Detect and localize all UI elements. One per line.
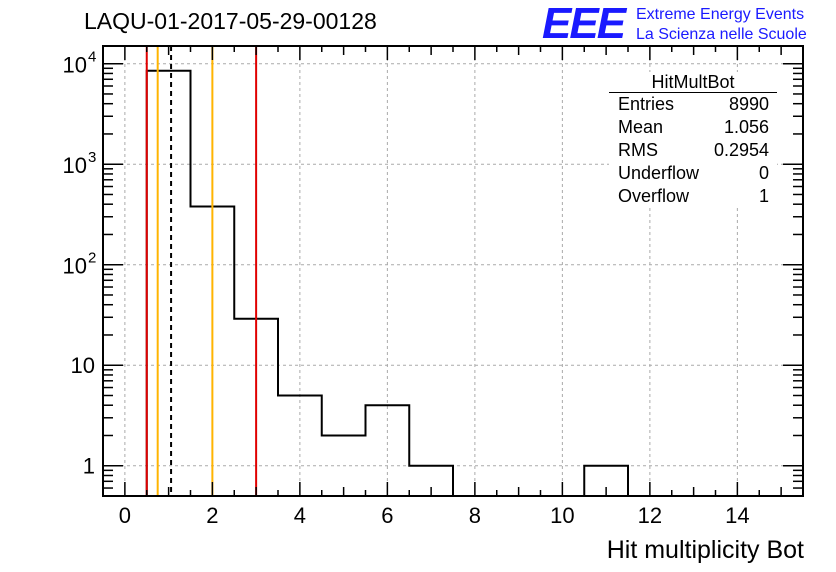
histogram-bin [147,71,191,496]
stats-row-mean: Mean 1.056 [609,116,777,139]
y-tick-label: 1 [83,454,95,479]
x-tick-label: 12 [638,503,662,528]
histogram-outline [145,69,629,496]
stats-label: Overflow [618,186,690,206]
logo-line-2: La Scienza nelle Scuole [636,26,807,43]
stats-label: Mean [618,117,664,137]
x-axis-label: Hit multiplicity Bot [606,536,804,564]
stats-row-entries: Entries 8990 [609,93,777,116]
stats-row-underflow: Underflow 0 [609,162,777,185]
stats-label: Underflow [618,163,700,183]
y-tick-exponent: 3 [88,149,96,166]
y-tick-exponent: 2 [88,250,96,267]
stats-value: 1.056 [723,117,769,137]
x-tick-label: 8 [469,503,481,528]
stats-value: 8990 [728,94,769,114]
x-tick-label: 6 [381,503,393,528]
y-tick-label: 10 [71,353,95,378]
histogram-bin [322,435,366,496]
y-tick-label: 10 [63,53,87,78]
stats-value: 1 [758,186,769,206]
stats-label: Entries [618,94,675,114]
x-tick-label: 4 [294,503,306,528]
x-tick-label: 2 [206,503,218,528]
x-tick-label: 0 [119,503,131,528]
y-tick-label: 10 [63,254,87,279]
histogram-bin [278,395,322,496]
y-tick-exponent: 4 [88,49,96,66]
stats-box: HitMultBot Entries 8990 Mean 1.056 RMS 0… [609,72,777,208]
x-tick-label: 14 [725,503,749,528]
stats-row-overflow: Overflow 1 [609,185,777,208]
stats-title: HitMultBot [609,72,777,93]
stats-label: RMS [618,140,658,160]
stats-value: 0.2954 [713,140,769,160]
chart-title: LAQU-01-2017-05-29-00128 [84,8,377,34]
stats-row-rms: RMS 0.2954 [609,139,777,162]
eee-logo-mark: EEE [542,0,626,48]
stats-value: 0 [758,163,769,183]
logo-line-1: Extreme Energy Events [636,6,805,23]
y-tick-label: 10 [63,153,87,178]
x-tick-label: 10 [550,503,574,528]
